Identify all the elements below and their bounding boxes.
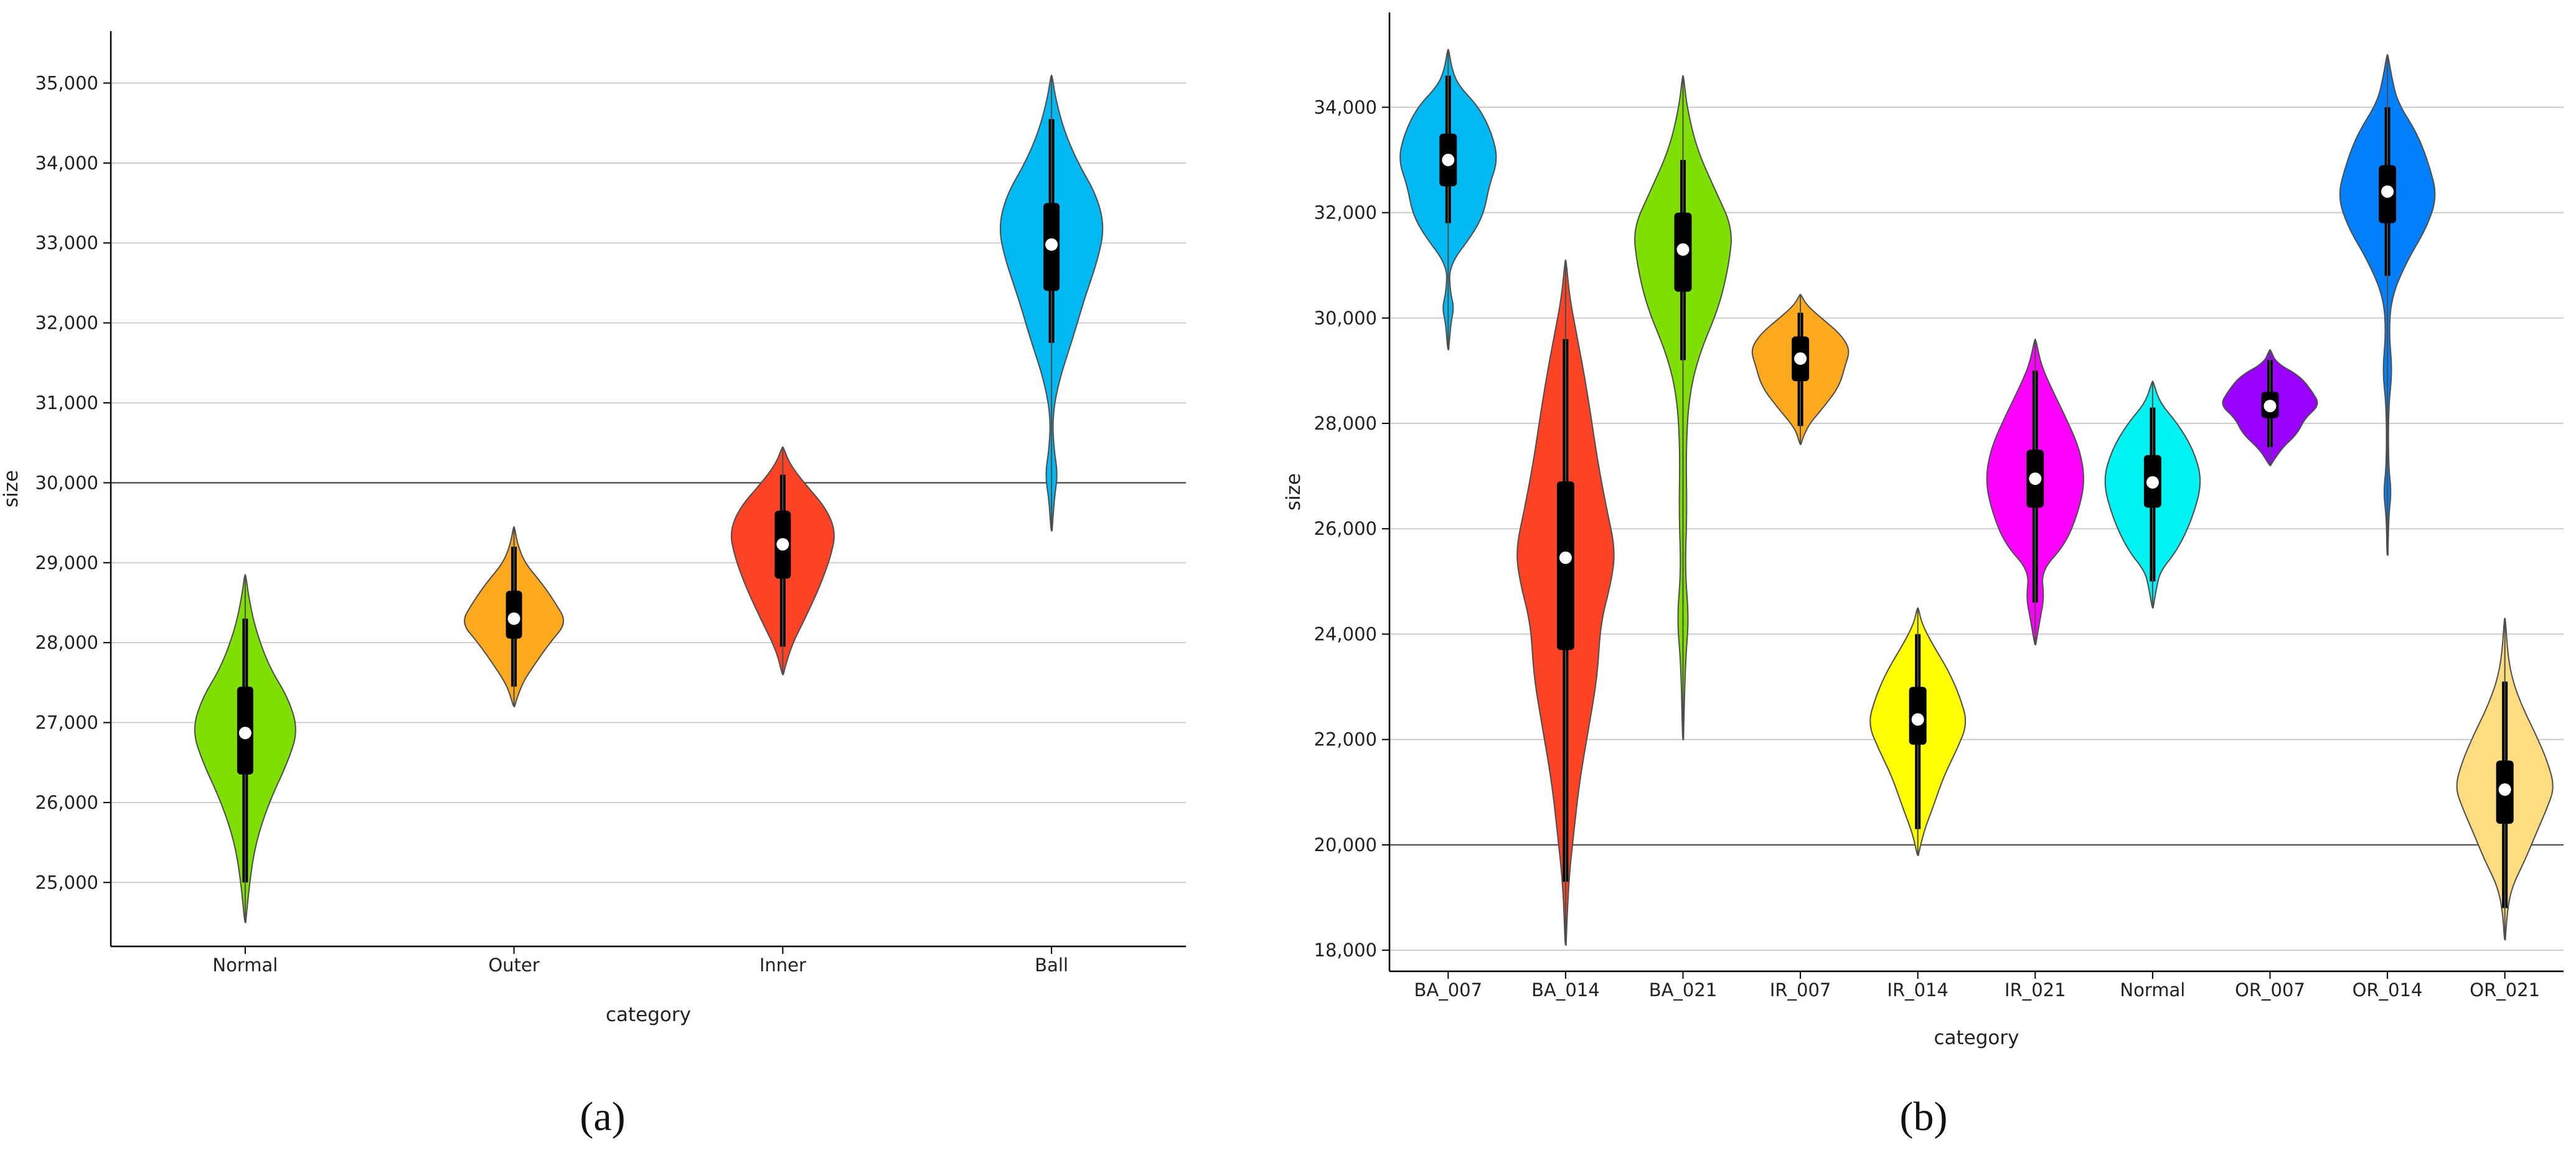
y-tick-label: 25,000 — [35, 872, 98, 893]
x-tick-label: IR_014 — [1887, 979, 1948, 1001]
x-tick-label: OR_021 — [2470, 979, 2540, 1001]
y-tick-label: 34,000 — [35, 153, 98, 174]
x-tick-label: IR_021 — [2005, 979, 2066, 1001]
x-axis-title: category — [1934, 1027, 2019, 1049]
x-tick-label: IR_007 — [1770, 979, 1831, 1001]
y-tick-label: 29,000 — [35, 552, 98, 573]
x-tick-label: Inner — [759, 954, 806, 976]
y-tick-label: 26,000 — [1314, 518, 1377, 539]
y-tick-label: 33,000 — [35, 232, 98, 253]
violin-median — [2029, 472, 2042, 485]
y-axis-title: size — [0, 470, 22, 507]
violin-median — [1794, 352, 1807, 365]
violin-median — [1559, 551, 1572, 564]
x-tick-label: OR_014 — [2353, 979, 2423, 1001]
x-tick-label: Normal — [2120, 979, 2185, 1001]
x-tick-label: BA_007 — [1414, 979, 1483, 1001]
y-tick-label: 18,000 — [1314, 940, 1377, 961]
x-tick-label: Ball — [1035, 954, 1068, 976]
violin-median — [2498, 783, 2511, 796]
x-tick-label: Normal — [212, 954, 278, 976]
violin-median — [507, 612, 520, 625]
y-tick-label: 20,000 — [1314, 834, 1377, 855]
y-tick-label: 30,000 — [35, 472, 98, 493]
violin-median — [2263, 400, 2277, 413]
y-tick-label: 28,000 — [1314, 413, 1377, 434]
panel-label: (b) — [1900, 1094, 1948, 1139]
x-tick-label: BA_014 — [1531, 979, 1600, 1001]
y-tick-label: 24,000 — [1314, 623, 1377, 644]
y-tick-label: 34,000 — [1314, 97, 1377, 118]
violin-iqr-box — [1556, 481, 1574, 650]
violin-median — [1911, 713, 1924, 726]
violin-median — [1676, 243, 1690, 256]
violin-median — [2146, 476, 2159, 489]
violin-median — [1442, 153, 1455, 166]
y-tick-label: 22,000 — [1314, 729, 1377, 750]
violin-median — [2381, 185, 2394, 198]
chart-panel-b: 18,000 20,000 22,000 24,000 26,000 28,000 30,0… — [1282, 12, 2564, 1139]
chart-panel-a: 25,000 26,000 27,000 28,000 29,000 30,000 31,0… — [0, 31, 1186, 1139]
panel-label: (a) — [580, 1094, 625, 1139]
x-tick-label: BA_021 — [1649, 979, 1718, 1001]
y-tick-label: 26,000 — [35, 792, 98, 813]
violin-median — [238, 727, 251, 740]
y-tick-label: 31,000 — [35, 392, 98, 413]
x-axis-title: category — [606, 1004, 691, 1026]
x-tick-label: Outer — [488, 954, 539, 976]
y-tick-label: 32,000 — [1314, 202, 1377, 224]
violin-median — [1045, 238, 1058, 251]
violin-median — [776, 538, 789, 551]
y-tick-label: 32,000 — [35, 313, 98, 334]
y-tick-label: 35,000 — [35, 72, 98, 93]
y-tick-label: 30,000 — [1314, 308, 1377, 329]
y-axis-title: size — [1282, 473, 1305, 511]
y-tick-label: 27,000 — [35, 712, 98, 733]
y-tick-label: 28,000 — [35, 632, 98, 653]
x-tick-label: OR_007 — [2235, 979, 2305, 1001]
